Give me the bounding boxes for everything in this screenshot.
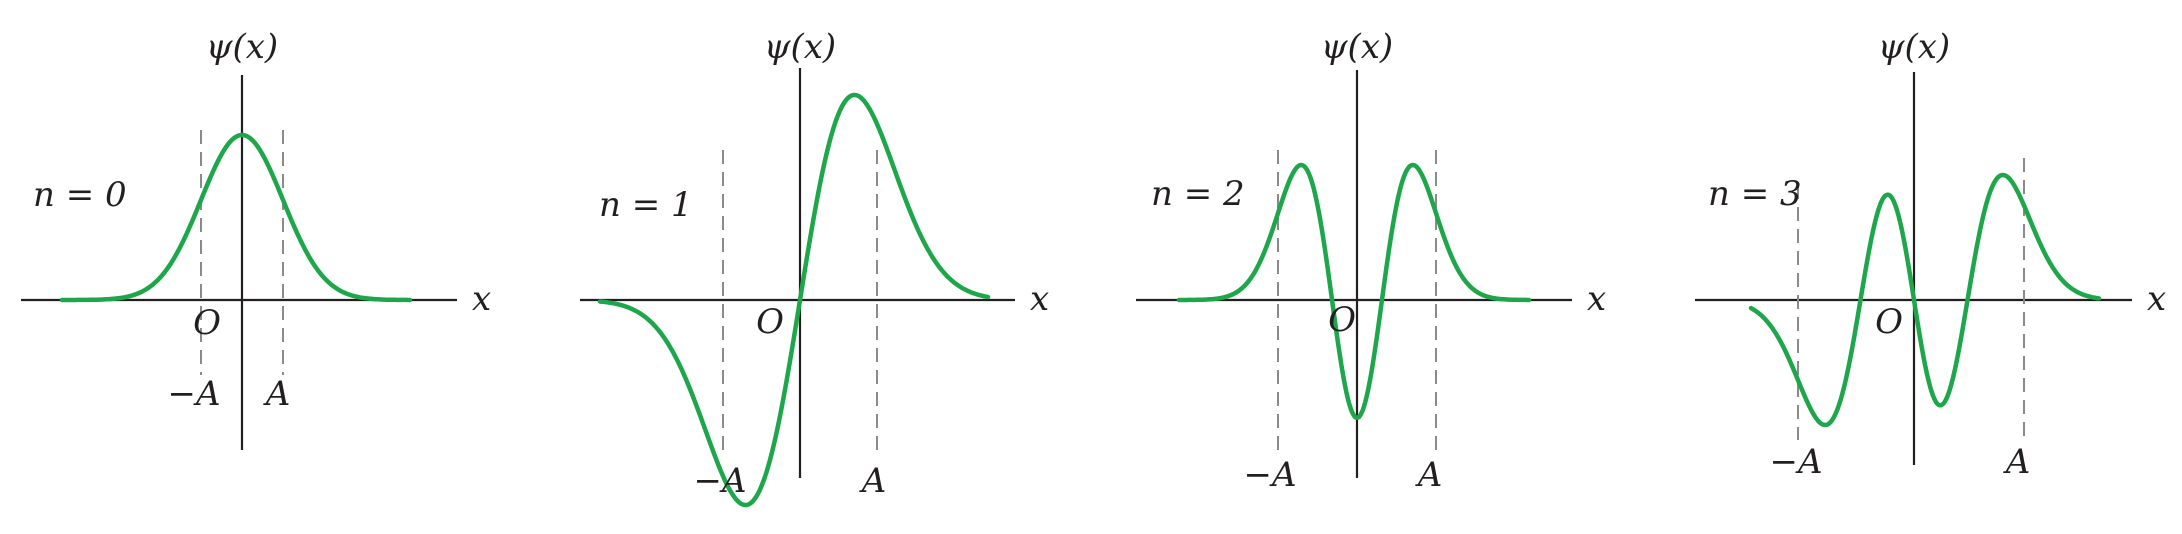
quantum-number-label: n = 1 [599,185,693,225]
origin-label: O [756,302,784,342]
quantum-number-label: n = 2 [1151,174,1245,214]
x-axis-label: x [1587,279,1606,319]
panel-n3: ψ(x) x O −A A n = 3 [1695,27,2166,482]
origin-label: O [193,303,221,343]
neg-a-label: −A [693,461,746,501]
wavefunction-curve [1176,162,1532,421]
y-axis-label: ψ(x) [1321,27,1393,67]
wavefunction-curve [597,92,991,508]
pos-a-label: A [1415,455,1443,495]
panel-n0: ψ(x) x O −A A n = 0 [21,27,491,450]
pos-a-label: A [2003,442,2031,482]
y-axis-label: ψ(x) [764,27,836,67]
y-axis-label: ψ(x) [206,27,278,67]
pos-a-label: A [859,461,887,501]
x-axis-label: x [472,279,491,319]
origin-label: O [1875,302,1903,342]
origin-label: O [1328,300,1356,340]
wavefunction-curve [59,132,413,303]
panel-n1: ψ(x) x O −A A n = 1 [580,27,1049,508]
wavefunction-curve [1748,172,2102,428]
neg-a-label: −A [1243,455,1296,495]
quantum-number-label: n = 3 [1708,174,1802,214]
neg-a-label: −A [167,374,220,414]
x-axis-label: x [1030,279,1049,319]
neg-a-label: −A [1769,442,1822,482]
x-axis-label: x [2147,279,2166,319]
panel-n2: ψ(x) x O −A A n = 2 [1136,27,1606,495]
pos-a-label: A [263,374,291,414]
y-axis-label: ψ(x) [1878,27,1950,67]
quantum-number-label: n = 0 [33,175,127,215]
